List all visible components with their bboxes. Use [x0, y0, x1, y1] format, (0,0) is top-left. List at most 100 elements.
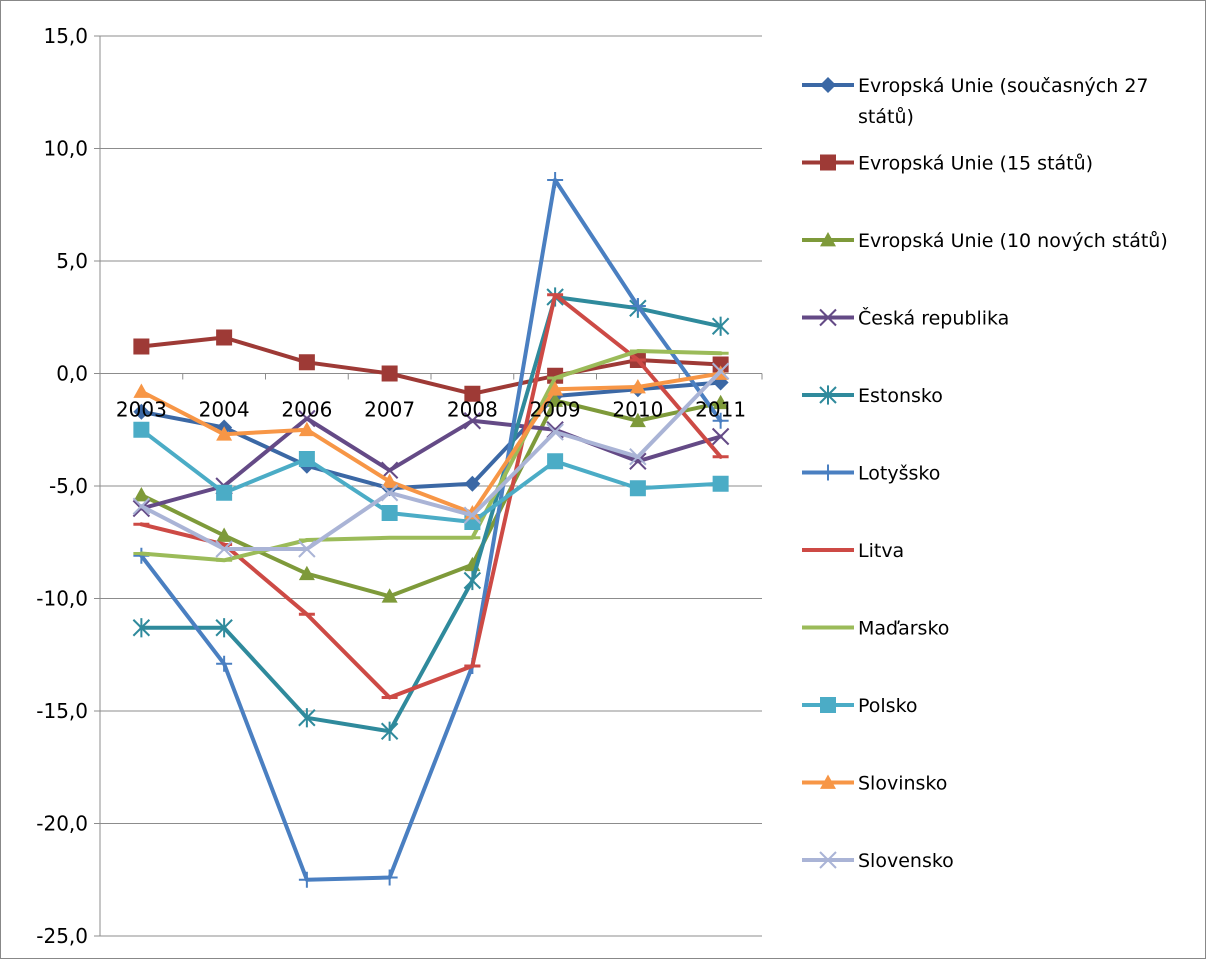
data-point [820, 154, 836, 171]
legend-label: Polsko [858, 695, 918, 717]
series-8 [133, 349, 729, 563]
data-point [629, 448, 647, 466]
data-point [546, 423, 564, 441]
data-point [381, 505, 398, 521]
data-point [547, 453, 564, 470]
legend-item: Polsko [802, 695, 918, 717]
x-tick-label: 2009 [530, 398, 581, 422]
data-point [132, 499, 151, 518]
data-point [712, 412, 729, 429]
data-point-stroke [298, 409, 316, 428]
legend-item: Maďarsko [802, 618, 949, 640]
data-point [381, 869, 398, 886]
data-point [464, 475, 481, 492]
data-point [629, 298, 646, 314]
legend-item: Česká republika [802, 306, 1009, 330]
data-point [820, 464, 836, 481]
x-tick-label: 2003 [116, 398, 167, 422]
data-point-stroke [546, 423, 564, 441]
data-point-stroke [629, 452, 647, 470]
y-tick-label: -5,0 [49, 474, 88, 498]
data-point-stroke [629, 448, 647, 466]
data-point [547, 172, 564, 188]
x-axis-ticks: 2003 2004 2006 2007 2008 2009 2010 2011 [116, 398, 746, 422]
data-point [629, 379, 646, 394]
data-point-stroke [380, 484, 399, 502]
data-point [133, 403, 150, 420]
data-point [629, 412, 646, 428]
data-point [464, 385, 481, 402]
y-tick-label: -25,0 [36, 924, 88, 948]
data-point-stroke [380, 461, 399, 479]
legend-item: Slovinsko [802, 773, 947, 795]
data-point [216, 655, 233, 672]
legend-item: Lotyšsko [802, 463, 940, 485]
x-tick-label: 2010 [612, 398, 663, 422]
series-9 [133, 421, 729, 530]
data-point [819, 308, 837, 327]
data-point [820, 774, 836, 789]
data-point [547, 367, 564, 384]
data-point [133, 421, 150, 438]
series-line [139, 416, 723, 511]
series-line [139, 349, 723, 563]
x-tick-label: 2008 [447, 398, 498, 422]
x-tick-label: 2006 [281, 398, 332, 422]
series-line [139, 371, 723, 515]
legend-label: Litva [858, 540, 904, 562]
series-line [139, 178, 723, 882]
data-point [132, 618, 151, 638]
legend-item: Estonsko [802, 385, 943, 407]
y-tick-label: 0,0 [56, 362, 88, 386]
data-point [380, 461, 399, 479]
data-point [463, 506, 482, 524]
y-tick-label: 10,0 [43, 137, 88, 161]
data-point [298, 354, 315, 371]
data-point [216, 329, 233, 346]
data-point [298, 708, 316, 728]
data-point [133, 487, 150, 502]
data-point-stroke [463, 412, 482, 430]
data-point [820, 232, 836, 247]
data-point [820, 77, 836, 93]
legend-item: Evropská Unie (10 nových států) [802, 230, 1168, 252]
legend-item: Slovensko [802, 850, 954, 872]
data-point [547, 381, 564, 396]
data-point [381, 365, 398, 382]
legend-label: Slovensko [858, 850, 954, 872]
data-point [711, 316, 730, 336]
data-point [820, 697, 836, 713]
data-point [132, 497, 151, 515]
x-tick-label: 2011 [695, 398, 746, 422]
data-point [712, 475, 729, 492]
data-point [133, 338, 150, 355]
legend-label: Lotyšsko [858, 463, 940, 485]
y-tick-label: -10,0 [36, 587, 88, 611]
data-point [712, 394, 729, 410]
data-point [298, 565, 315, 581]
data-point [463, 570, 482, 591]
series-line [139, 295, 723, 734]
data-point-stroke [298, 540, 316, 558]
data-point-stroke [463, 506, 482, 524]
legend-label: Slovinsko [858, 773, 947, 795]
legend-label: Maďarsko [858, 618, 949, 640]
x-tick-label: 2004 [199, 398, 250, 422]
legend-item: Evropská Unie (současných 27 států) [802, 75, 1149, 128]
data-point [298, 421, 315, 437]
data-point [298, 409, 316, 428]
legend-label: Evropská Unie (současných 27 [858, 75, 1149, 97]
legend-label: států) [858, 106, 914, 128]
legend-label: Česká republika [858, 306, 1009, 330]
x-tick-label: 2007 [364, 398, 415, 422]
series-10 [133, 365, 729, 520]
legend-label: Evropská Unie (15 států) [858, 153, 1093, 175]
legend: Evropská Unie (současných 27států)Evrops… [802, 75, 1168, 872]
y-tick-label: -20,0 [36, 812, 88, 836]
data-point [380, 721, 399, 741]
series-layer [132, 172, 730, 888]
data-point [819, 385, 837, 405]
data-point [547, 392, 564, 407]
y-axis-ticks: 15,0 10,0 5,0 0,0 -5,0 -10,0 -15,0 -20,0 -25,0 [36, 24, 88, 948]
